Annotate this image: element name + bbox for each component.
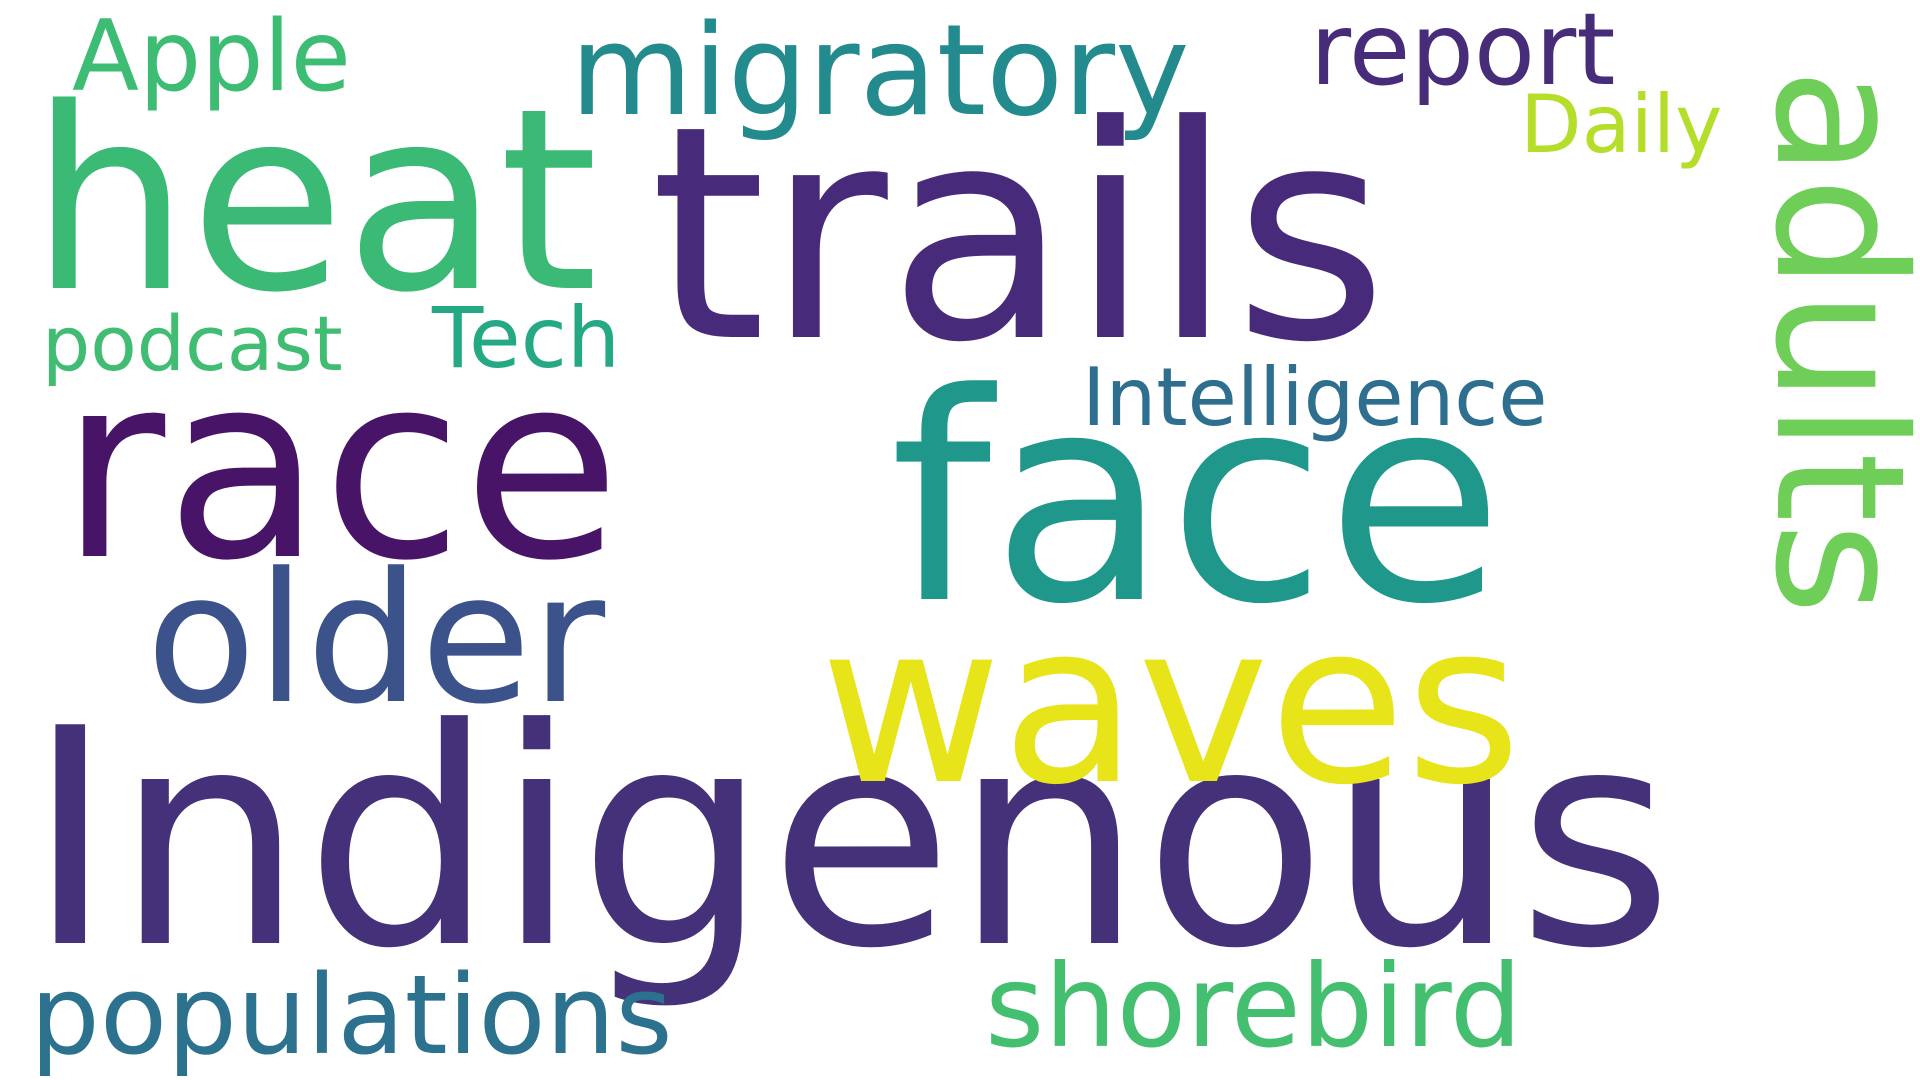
word-daily: Daily — [1520, 78, 1723, 171]
word-migratory: migratory — [570, 0, 1190, 144]
word-intelligence: Intelligence — [1082, 351, 1548, 444]
word-trails: trails — [650, 62, 1388, 407]
word-populations: populations — [30, 951, 673, 1079]
word-face: face — [890, 332, 1504, 667]
word-older: older — [146, 535, 606, 744]
word-shorebird: shorebird — [985, 940, 1523, 1073]
word-podcast: podcast — [42, 299, 343, 388]
word-tech: Tech — [432, 289, 621, 387]
word-adults: adults — [1736, 68, 1920, 615]
word-indigenous: Indigenous — [26, 665, 1674, 1014]
word-apple: Apple — [72, 0, 351, 114]
word-heat: heat — [30, 55, 598, 348]
word-race: race — [60, 319, 621, 617]
word-waves: waves — [820, 576, 1522, 834]
word-report: report — [1310, 0, 1616, 108]
